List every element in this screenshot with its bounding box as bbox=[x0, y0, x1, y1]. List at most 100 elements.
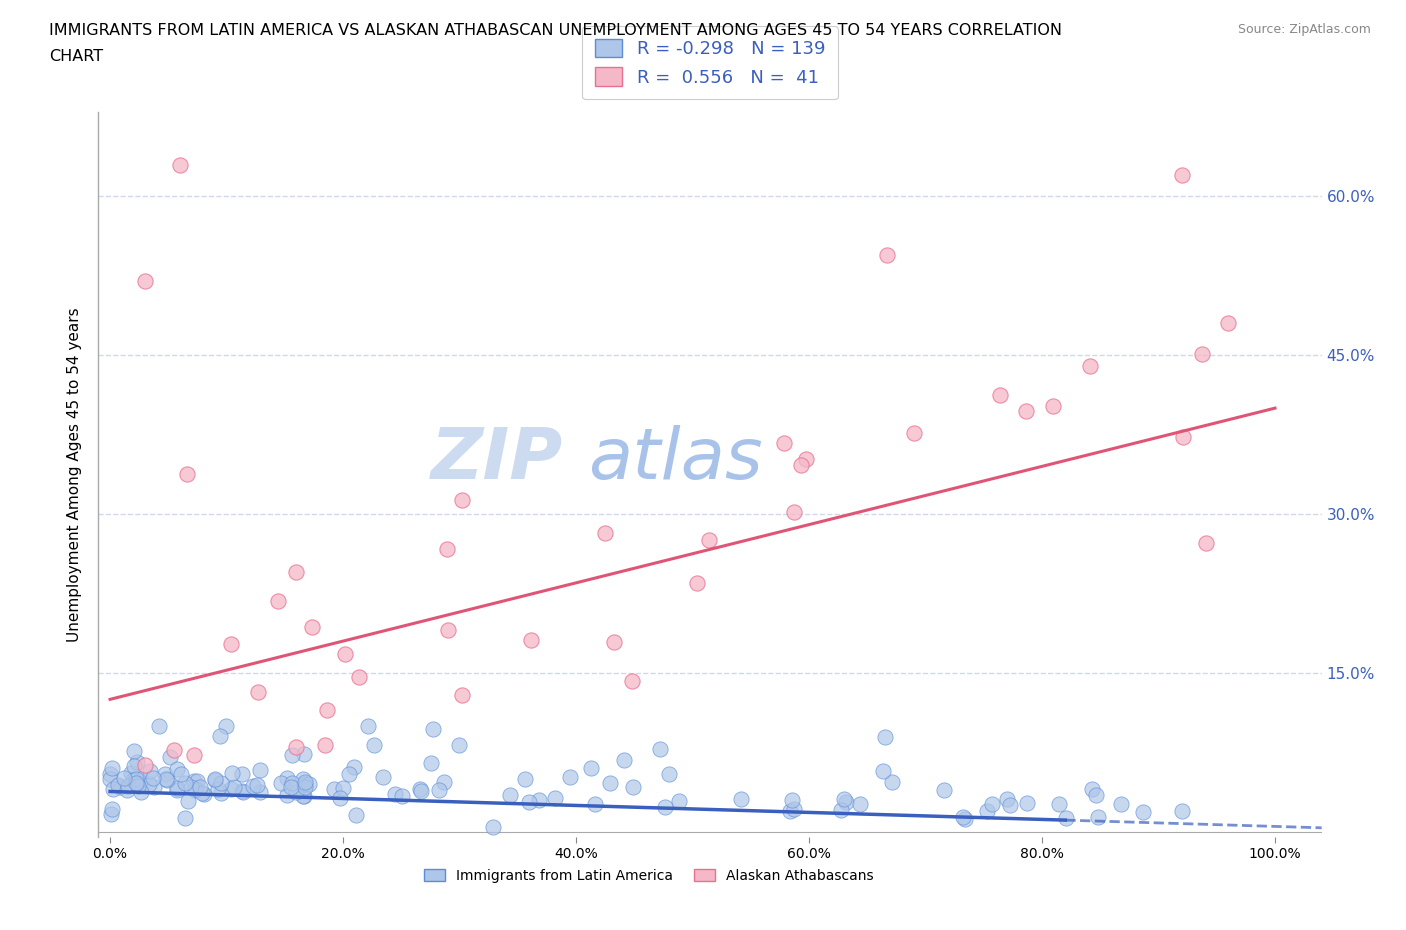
Point bbox=[221, 765, 243, 780]
Point bbox=[184, 782, 207, 797]
Point bbox=[315, 703, 337, 718]
Point bbox=[613, 752, 636, 767]
Point bbox=[835, 795, 858, 810]
Point bbox=[101, 781, 124, 796]
Point bbox=[391, 789, 413, 804]
Point bbox=[129, 771, 152, 786]
Point bbox=[620, 673, 643, 688]
Point bbox=[177, 793, 200, 808]
Point bbox=[120, 765, 142, 780]
Point bbox=[276, 787, 298, 802]
Point bbox=[333, 646, 356, 661]
Point bbox=[779, 804, 801, 818]
Point bbox=[1171, 430, 1194, 445]
Point bbox=[697, 532, 720, 547]
Point bbox=[329, 790, 352, 805]
Point bbox=[180, 779, 202, 794]
Point bbox=[1171, 804, 1194, 818]
Point bbox=[357, 718, 380, 733]
Point bbox=[1085, 788, 1108, 803]
Text: atlas: atlas bbox=[588, 425, 762, 494]
Point bbox=[284, 785, 307, 800]
Point bbox=[115, 782, 138, 797]
Point bbox=[384, 786, 406, 801]
Point bbox=[783, 505, 806, 520]
Y-axis label: Unemployment Among Ages 45 to 54 years: Unemployment Among Ages 45 to 54 years bbox=[67, 307, 83, 642]
Point bbox=[100, 807, 122, 822]
Point bbox=[143, 779, 166, 794]
Point bbox=[166, 762, 188, 777]
Point bbox=[593, 525, 616, 540]
Point bbox=[794, 452, 817, 467]
Point bbox=[100, 801, 122, 816]
Point bbox=[873, 730, 896, 745]
Point bbox=[122, 772, 145, 787]
Point bbox=[932, 783, 955, 798]
Point bbox=[988, 388, 1011, 403]
Point bbox=[1218, 316, 1240, 331]
Point bbox=[285, 739, 308, 754]
Point bbox=[520, 632, 543, 647]
Point bbox=[249, 763, 271, 777]
Point bbox=[903, 426, 925, 441]
Point bbox=[183, 748, 205, 763]
Point bbox=[219, 637, 242, 652]
Point bbox=[730, 791, 752, 806]
Point bbox=[232, 785, 254, 800]
Point bbox=[134, 758, 156, 773]
Point bbox=[773, 436, 796, 451]
Point bbox=[174, 811, 197, 826]
Point bbox=[1054, 810, 1077, 825]
Point bbox=[1081, 781, 1104, 796]
Point bbox=[1132, 804, 1154, 819]
Point bbox=[138, 777, 160, 791]
Text: Source: ZipAtlas.com: Source: ZipAtlas.com bbox=[1237, 23, 1371, 36]
Point bbox=[183, 774, 205, 789]
Point bbox=[782, 802, 804, 817]
Point bbox=[1171, 167, 1194, 182]
Point bbox=[872, 764, 894, 778]
Point bbox=[517, 794, 540, 809]
Point bbox=[294, 775, 316, 790]
Point bbox=[280, 780, 302, 795]
Point bbox=[231, 767, 253, 782]
Point bbox=[117, 779, 139, 794]
Point bbox=[363, 737, 385, 752]
Point bbox=[155, 772, 177, 787]
Point bbox=[176, 467, 198, 482]
Text: IMMIGRANTS FROM LATIN AMERICA VS ALASKAN ATHABASCAN UNEMPLOYMENT AMONG AGES 45 T: IMMIGRANTS FROM LATIN AMERICA VS ALASKAN… bbox=[49, 23, 1062, 38]
Point bbox=[343, 760, 366, 775]
Point bbox=[294, 780, 316, 795]
Point bbox=[339, 767, 361, 782]
Point bbox=[668, 794, 690, 809]
Point bbox=[451, 687, 474, 702]
Point bbox=[294, 777, 316, 791]
Point bbox=[437, 623, 460, 638]
Point bbox=[231, 783, 253, 798]
Point bbox=[998, 797, 1021, 812]
Point bbox=[204, 771, 226, 786]
Point bbox=[583, 797, 606, 812]
Point bbox=[193, 787, 215, 802]
Point bbox=[292, 747, 315, 762]
Point bbox=[433, 775, 456, 790]
Legend: Immigrants from Latin America, Alaskan Athabascans: Immigrants from Latin America, Alaskan A… bbox=[419, 863, 879, 888]
Point bbox=[436, 542, 458, 557]
Point bbox=[101, 761, 124, 776]
Point bbox=[976, 804, 998, 818]
Point bbox=[242, 778, 264, 793]
Text: ZIP: ZIP bbox=[432, 425, 564, 494]
Point bbox=[599, 776, 621, 790]
Point bbox=[1017, 796, 1039, 811]
Point bbox=[579, 760, 602, 775]
Point bbox=[267, 594, 290, 609]
Point bbox=[880, 774, 903, 789]
Point bbox=[163, 742, 186, 757]
Point bbox=[449, 737, 471, 752]
Point bbox=[270, 776, 292, 790]
Point bbox=[782, 793, 804, 808]
Point bbox=[422, 721, 444, 736]
Point bbox=[621, 779, 644, 794]
Point bbox=[953, 812, 976, 827]
Point bbox=[219, 781, 242, 796]
